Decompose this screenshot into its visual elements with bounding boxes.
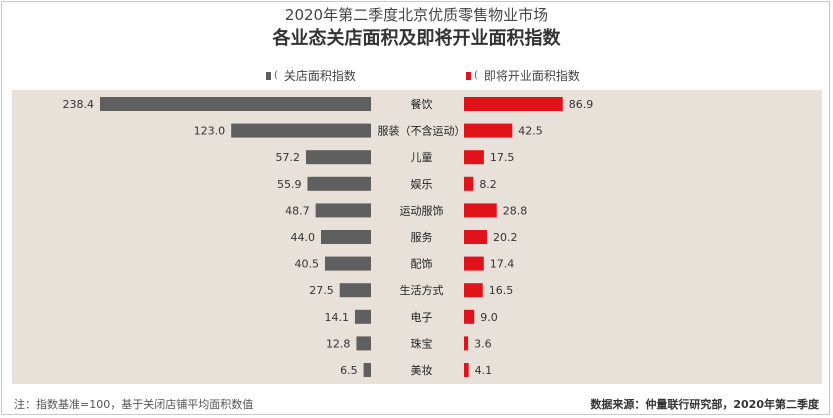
value-label-opening: 17.4 [490, 258, 515, 271]
data-source: 数据来源：仲量联行研究部，2020年第二季度 [590, 398, 819, 411]
value-label-opening: 86.9 [569, 98, 594, 111]
value-label-opening: 42.5 [518, 125, 543, 138]
bar-closed [315, 203, 371, 218]
category-label: 珠宝 [411, 336, 433, 350]
legend-opening-label: 即将开业面积指数 [483, 69, 580, 83]
bar-closed [356, 336, 371, 351]
bar-closed [231, 123, 371, 138]
value-label-opening: 4.1 [475, 364, 493, 377]
butterfly-bar-chart: 238.4 餐饮 86.9 123.0 服装（不含运动） 42.5 57.2 儿童 17.5 55… [63, 97, 594, 377]
bar-opening [464, 283, 483, 298]
bar-opening [464, 203, 497, 218]
bar-opening [464, 309, 475, 324]
legend-closed: ( 关店面积指数 [266, 67, 356, 84]
category-label: 儿童 [411, 150, 433, 164]
category-label: 娱乐 [411, 177, 433, 191]
bar-opening [464, 336, 469, 351]
bar-closed [324, 256, 371, 271]
value-label-opening: 17.5 [490, 151, 515, 164]
bar-closed [320, 230, 371, 244]
bar-closed [305, 150, 371, 165]
bar-opening [464, 123, 513, 138]
value-label-closed: 40.5 [294, 258, 319, 271]
category-label: 电子 [411, 311, 433, 324]
value-label-closed: 55.9 [277, 178, 302, 191]
legend-closed-label: 关店面积指数 [283, 69, 356, 83]
category-label: 餐饮 [411, 97, 433, 111]
bar-opening [464, 256, 484, 271]
legend-opening: ( 即将开业面积指数 [466, 67, 580, 84]
value-label-closed: 14.1 [324, 311, 349, 324]
value-label-closed: 27.5 [309, 284, 334, 297]
category-label: 配饰 [411, 257, 433, 271]
value-label-opening: 28.8 [503, 204, 528, 217]
value-label-opening: 8.2 [479, 178, 497, 191]
bar-opening [464, 230, 487, 244]
value-label-closed: 12.8 [326, 337, 351, 350]
legend-opening-marker: ( [474, 70, 478, 81]
value-label-closed: 44.0 [290, 231, 315, 244]
value-label-opening: 16.5 [489, 284, 514, 297]
value-label-closed: 6.5 [340, 364, 358, 377]
bar-opening [464, 150, 484, 165]
chart-title-line1: 2020年第二季度北京优质零售物业市场 [284, 6, 549, 24]
value-label-closed: 48.7 [285, 204, 310, 217]
bar-closed [354, 309, 371, 324]
value-label-opening: 20.2 [493, 231, 518, 244]
bar-closed [100, 97, 371, 111]
footnote: 注：指数基准=100，基于关闭店铺平均面积数值 [14, 398, 254, 411]
category-label: 服务 [411, 231, 433, 244]
value-label-closed: 57.2 [275, 151, 300, 164]
chart-title-line2: 各业态关店面积及即将开业面积指数 [272, 28, 561, 49]
category-label: 生活方式 [400, 283, 444, 297]
value-label-closed: 238.4 [63, 98, 95, 111]
legend-closed-swatch [266, 71, 271, 80]
legend-opening-swatch [466, 71, 471, 80]
bar-closed [307, 176, 371, 191]
bar-opening [464, 176, 474, 191]
category-label: 服装（不含运动） [378, 124, 466, 138]
chart-panel: 238.4 餐饮 86.9 123.0 服装（不含运动） 42.5 57.2 儿童 17.5 55… [12, 90, 822, 384]
category-label: 美妆 [411, 364, 433, 377]
bar-closed [363, 363, 371, 377]
value-label-opening: 9.0 [480, 311, 498, 324]
category-label: 运动服饰 [400, 203, 444, 217]
bar-opening [464, 363, 469, 377]
legend-closed-marker: ( [274, 70, 278, 81]
bar-closed [339, 283, 371, 298]
value-label-closed: 123.0 [194, 125, 226, 138]
bar-opening [464, 97, 563, 111]
value-label-opening: 3.6 [474, 337, 492, 350]
